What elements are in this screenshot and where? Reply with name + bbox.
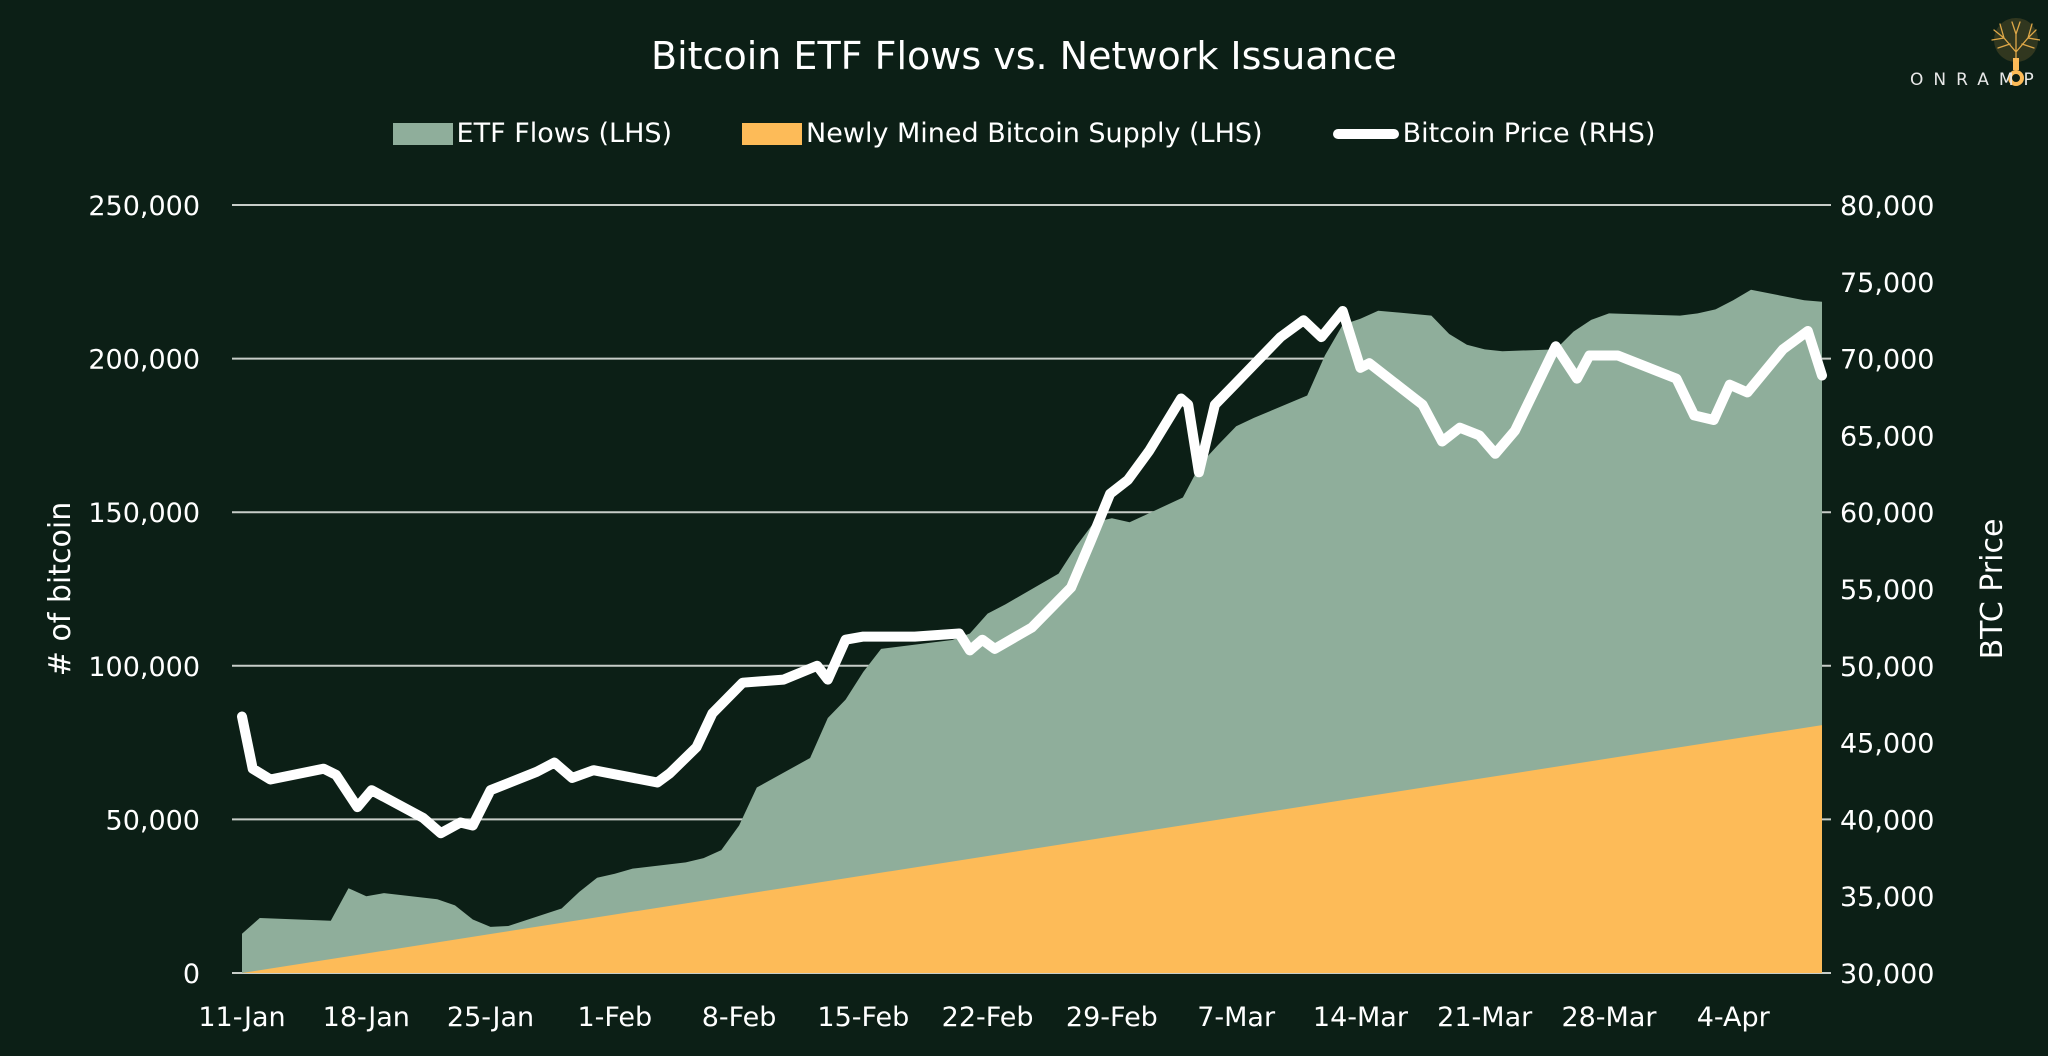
y-tick-label: 200,000 xyxy=(88,345,200,376)
x-tick-label: 29-Feb xyxy=(1066,1002,1158,1033)
legend-item-price: Bitcoin Price (RHS) xyxy=(1332,118,1656,149)
y-right-tick-label: 75,000 xyxy=(1840,268,1934,299)
y-axis-left-ticks: 0 50,000 100,000 150,000 200,000 250,000 xyxy=(88,191,200,990)
y-right-tick-label: 45,000 xyxy=(1840,729,1934,760)
legend-swatch-supply xyxy=(742,122,803,145)
x-tick-label: 14-Mar xyxy=(1313,1002,1409,1033)
legend-item-etf-flows: ETF Flows (LHS) xyxy=(392,118,673,149)
y-right-tick-label: 30,000 xyxy=(1840,959,1934,990)
lines xyxy=(237,306,1827,839)
legend: ETF Flows (LHS) Newly Mined Bitcoin Supp… xyxy=(0,118,2048,149)
y-axis-left-title: # of bitcoin xyxy=(43,502,78,676)
mined-supply-area xyxy=(242,725,1822,973)
x-tick-label: 28-Mar xyxy=(1561,1002,1657,1033)
y-tick-label: 50,000 xyxy=(106,805,200,836)
y-right-tick-label: 70,000 xyxy=(1840,345,1934,376)
x-tick-label: 25-Jan xyxy=(447,1002,534,1033)
legend-label: Newly Mined Bitcoin Supply (LHS) xyxy=(806,118,1263,149)
onramp-logo: ONRAMP xyxy=(1910,8,2041,98)
legend-item-mined-supply: Newly Mined Bitcoin Supply (LHS) xyxy=(742,118,1263,149)
x-tick-label: 7-Mar xyxy=(1197,1002,1276,1033)
x-axis-ticks: 11-Jan 18-Jan 25-Jan 1-Feb 8-Feb 15-Feb 22-Feb… xyxy=(198,1002,1770,1033)
y-right-tick-label: 65,000 xyxy=(1840,421,1934,452)
y-tick-label: 250,000 xyxy=(88,191,200,222)
y-axis-right-title: BTC Price xyxy=(1975,519,2010,660)
logo-wordmark: ONRAMP xyxy=(1910,70,2044,90)
x-tick-label: 22-Feb xyxy=(942,1002,1034,1033)
legend-swatch-price xyxy=(1332,128,1399,139)
y-tick-label: 100,000 xyxy=(88,652,200,683)
chart-title: Bitcoin ETF Flows vs. Network Issuance xyxy=(651,34,1397,78)
x-tick-label: 18-Jan xyxy=(323,1002,410,1033)
tree-icon xyxy=(1991,18,2041,86)
x-tick-label: 1-Feb xyxy=(577,1002,652,1033)
x-tick-label: 4-Apr xyxy=(1697,1002,1771,1033)
y-right-tick-label: 40,000 xyxy=(1840,805,1934,836)
y-tick-label: 0 xyxy=(183,959,200,990)
x-tick-label: 8-Feb xyxy=(702,1002,777,1033)
y-right-tick-label: 55,000 xyxy=(1840,575,1934,606)
legend-label: ETF Flows (LHS) xyxy=(456,118,673,149)
legend-swatch-etf xyxy=(392,122,453,145)
y-right-tick-label: 50,000 xyxy=(1840,652,1934,683)
x-tick-label: 21-Mar xyxy=(1437,1002,1533,1033)
legend-label: Bitcoin Price (RHS) xyxy=(1402,118,1656,149)
y-axis-right-ticks: 30,000 35,000 40,000 45,000 50,000 55,000 60,0… xyxy=(1840,191,1934,990)
x-tick-label: 11-Jan xyxy=(198,1002,285,1033)
bitcoin-price-line xyxy=(237,306,1827,839)
y-tick-label: 150,000 xyxy=(88,498,200,529)
y-right-tick-label: 60,000 xyxy=(1840,498,1934,529)
x-tick-label: 15-Feb xyxy=(817,1002,909,1033)
y-right-tick-label: 35,000 xyxy=(1840,882,1934,913)
y-right-tick-label: 80,000 xyxy=(1840,191,1934,222)
